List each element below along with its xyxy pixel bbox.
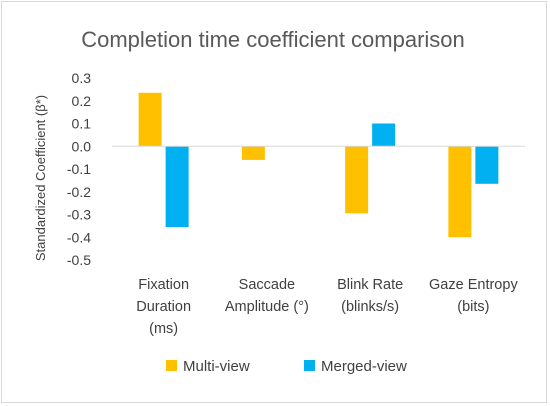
bar-multi-view [138, 92, 162, 147]
x-category-label: Blink Rate (blinks/s) [337, 277, 403, 315]
y-tick-label: -0.2 [67, 184, 91, 200]
y-tick-label: -0.4 [67, 229, 91, 245]
x-category-label-line: (bits) [457, 299, 489, 315]
bar-merged-view [475, 146, 499, 184]
category-labels: Fixation Duration (ms) Saccade Amplitude (°)… [136, 277, 518, 337]
y-axis-label: Standardized Coefficient (β*) [33, 95, 48, 261]
bar-multi-view [241, 146, 265, 160]
x-category-label: Fixation Duration (ms) [136, 277, 191, 337]
bar-merged-view [372, 123, 396, 147]
y-tick-label: -0.1 [67, 161, 91, 177]
x-category-label-line: Gaze Entropy [429, 277, 518, 293]
x-category-label-line: Blink Rate [337, 277, 403, 293]
y-tick-labels: 0.3 0.2 0.1 0.0 -0.1 -0.2 -0.3 -0.4 -0.5 [67, 70, 91, 268]
bars [138, 92, 499, 238]
y-tick-label: 0.1 [72, 116, 92, 132]
x-category-label: Gaze Entropy (bits) [429, 277, 518, 315]
x-category-label-line: Amplitude (°) [225, 299, 309, 315]
y-tick-label: 0.3 [72, 70, 92, 86]
y-tick-label: -0.5 [67, 252, 91, 268]
legend: Multi-view Merged-view [166, 358, 407, 375]
x-category-label-line: Saccade [239, 277, 295, 293]
y-tick-label: 0.0 [72, 138, 92, 154]
bar-merged-view [165, 146, 189, 228]
x-category-label: Saccade Amplitude (°) [225, 277, 309, 315]
bar-multi-view [448, 146, 472, 238]
legend-label: Multi-view [183, 358, 250, 375]
x-category-label-line: Fixation [138, 277, 189, 293]
y-tick-label: 0.2 [72, 93, 92, 109]
legend-swatch [166, 360, 177, 371]
legend-swatch [304, 360, 315, 371]
y-tick-label: -0.3 [67, 207, 91, 223]
x-category-label-line: (ms) [149, 321, 178, 337]
x-category-label-line: (blinks/s) [341, 299, 399, 315]
bar-multi-view [345, 146, 369, 214]
chart-title: Completion time coefficient comparison [81, 27, 465, 52]
x-category-label-line: Duration [136, 299, 191, 315]
legend-label: Merged-view [321, 358, 407, 375]
